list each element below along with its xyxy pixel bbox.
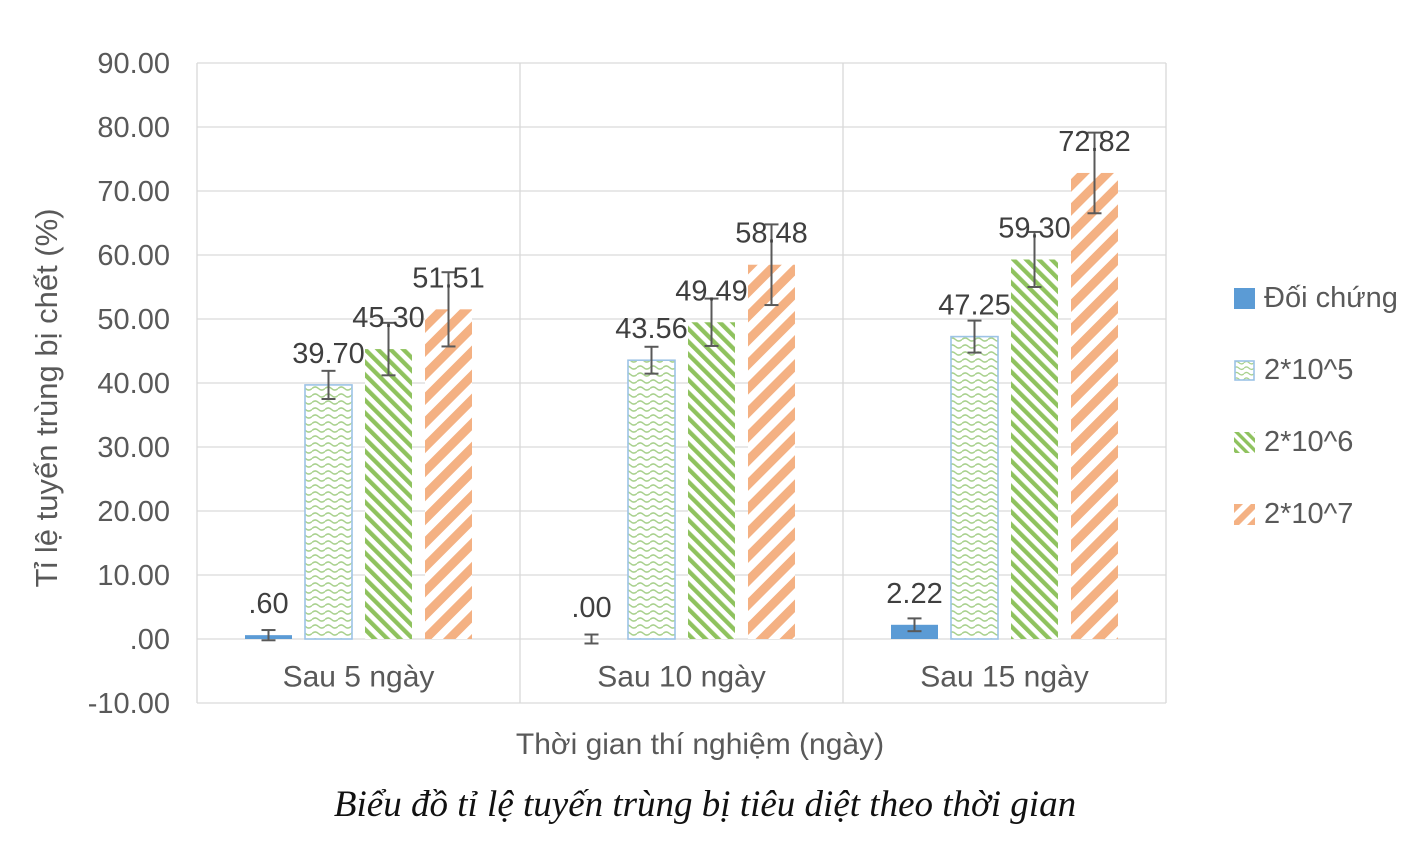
data-label: .00	[571, 592, 611, 624]
gridlines	[196, 62, 1167, 704]
y-tick-label: 60.00	[97, 240, 170, 272]
error-bars	[261, 131, 1102, 645]
y-tick-label: 10.00	[97, 560, 170, 592]
legend-item: 2*10^7	[1234, 497, 1414, 530]
legend-label: 2*10^7	[1264, 497, 1354, 530]
legend-swatch	[1234, 503, 1255, 525]
figure-caption: Biểu đồ tỉ lệ tuyến trùng bị tiêu diệt t…	[333, 784, 1077, 825]
error-bar	[704, 297, 719, 347]
legend-item: 2*10^6	[1234, 425, 1414, 458]
y-axis-tick-labels: 90.00 80.00 70.00 60.00 50.00 40.00 30.00 20.00…	[88, 48, 170, 720]
x-axis-title: Thời gian thí nghiệm (ngày)	[515, 728, 885, 761]
error-bar	[441, 271, 456, 348]
bar-2*10^7-Sau 10 ngày	[748, 264, 795, 639]
error-bar	[907, 617, 922, 633]
data-label: 51.51	[412, 262, 485, 294]
bar-2*10^7-Sau 5 ngày	[425, 309, 472, 639]
y-tick-label: 90.00	[97, 48, 170, 80]
error-bar	[644, 345, 659, 375]
legend-swatch	[1234, 287, 1255, 309]
error-bar	[381, 321, 396, 377]
y-tick-label: 40.00	[97, 368, 170, 400]
y-tick-label: -10.00	[88, 688, 170, 720]
legend-label: 2*10^5	[1264, 353, 1354, 386]
data-labels: .60 .00 2.22 39.70 43.56 47.25 45.30 49.49 59.30…	[248, 126, 1130, 624]
error-bar	[261, 629, 276, 642]
data-label: 39.70	[292, 338, 365, 370]
error-bar	[967, 319, 982, 354]
legend-label: 2*10^6	[1264, 425, 1354, 458]
legend-swatch	[1234, 359, 1255, 381]
legend-item: Đối chứng	[1234, 281, 1414, 314]
legend-item: 2*10^5	[1234, 353, 1414, 386]
bar-2*10^7-Sau 15 ngày	[1071, 172, 1118, 639]
error-bar	[584, 633, 599, 645]
y-tick-label: .00	[130, 624, 170, 656]
bars	[245, 172, 1118, 640]
y-axis-title: Tỉ lệ tuyến trùng bị chết (%)	[29, 208, 64, 588]
error-bar	[1087, 131, 1102, 215]
bar-2*10^5-Sau 5 ngày	[304, 384, 353, 640]
error-bar	[764, 223, 779, 307]
data-label: 47.25	[938, 290, 1011, 322]
data-label: 43.56	[615, 313, 688, 345]
y-tick-label: 30.00	[97, 432, 170, 464]
data-label: 2.22	[886, 578, 942, 610]
bar-2*10^5-Sau 10 ngày	[627, 359, 676, 640]
data-label: 59.30	[998, 212, 1071, 244]
legend-label: Đối chứng	[1264, 281, 1398, 314]
x-category-label: Sau 10 ngày	[597, 661, 765, 694]
error-bar	[321, 369, 336, 400]
x-category-label: Sau 5 ngày	[283, 661, 435, 694]
error-bar	[1027, 230, 1042, 288]
x-category-label: Sau 15 ngày	[920, 661, 1088, 694]
data-label: 72.82	[1058, 126, 1131, 158]
y-tick-label: 50.00	[97, 304, 170, 336]
y-tick-label: 80.00	[97, 112, 170, 144]
x-axis-category-labels: Sau 5 ngày Sau 10 ngày Sau 15 ngày	[283, 661, 1089, 694]
y-tick-label: 20.00	[97, 496, 170, 528]
data-label: .60	[248, 588, 288, 620]
bar-2*10^5-Sau 15 ngày	[950, 335, 999, 640]
bar-2*10^6-Sau 15 ngày	[1011, 259, 1058, 639]
data-label: 45.30	[352, 302, 425, 334]
legend-swatch	[1234, 431, 1255, 453]
bar-2*10^6-Sau 5 ngày	[365, 349, 412, 639]
legend: Đối chứng 2*10^5 2*10^6 2*10^7	[1234, 281, 1414, 571]
bar-2*10^6-Sau 10 ngày	[688, 322, 735, 639]
data-label: 49.49	[675, 275, 748, 307]
y-tick-label: 70.00	[97, 176, 170, 208]
data-label: 58.48	[735, 218, 808, 250]
